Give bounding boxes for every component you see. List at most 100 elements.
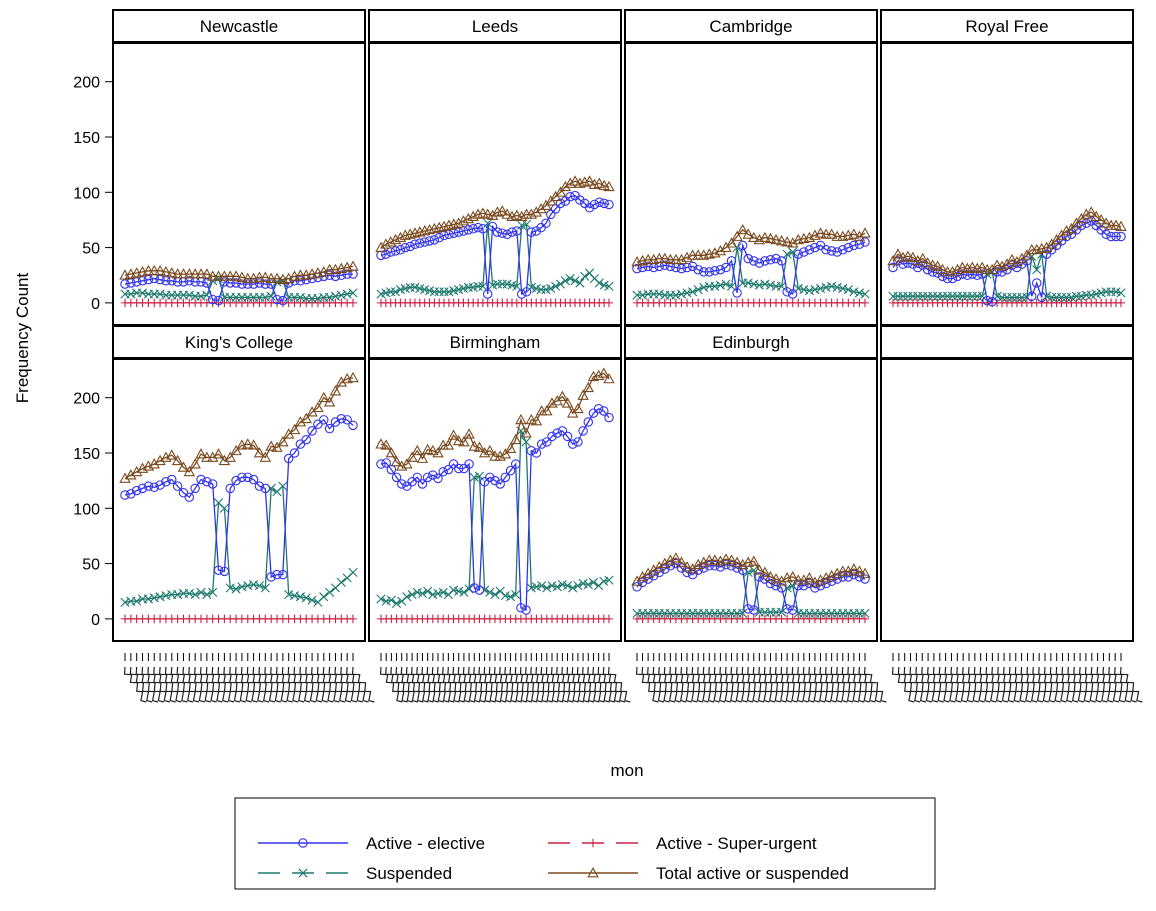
marker-x <box>505 592 516 602</box>
marker-circle <box>213 565 224 575</box>
marker-circle <box>1031 278 1042 288</box>
marker-triangle <box>177 268 190 279</box>
marker-x <box>637 290 648 300</box>
marker-triangle <box>554 186 567 197</box>
marker-triangle <box>653 560 665 572</box>
x-tick-labels <box>379 666 631 703</box>
marker-triangle <box>142 264 155 276</box>
marker-circle <box>190 483 200 494</box>
marker-circle <box>573 437 583 447</box>
x-tick-label <box>724 666 748 703</box>
marker-x <box>342 289 352 299</box>
marker-triangle <box>709 554 721 565</box>
marker-x <box>560 276 570 286</box>
x-tick-label <box>786 666 809 703</box>
x-axis-ticks <box>380 653 610 661</box>
marker-circle <box>1036 292 1047 303</box>
marker-triangle <box>593 177 606 188</box>
x-tick-label <box>752 666 776 703</box>
marker-circle <box>429 235 440 245</box>
marker-x <box>243 581 253 591</box>
marker-circle <box>584 203 595 213</box>
panel: Newcastle <box>112 9 366 326</box>
marker-circle <box>243 472 253 483</box>
marker-triangle <box>587 867 599 878</box>
marker-x <box>562 581 573 591</box>
marker-x <box>196 587 206 597</box>
marker-circle <box>390 246 401 256</box>
marker-circle <box>324 423 335 434</box>
marker-triangle <box>201 451 213 462</box>
marker-triangle <box>582 381 595 393</box>
y-tick-label: 0 <box>91 296 100 313</box>
series-super_urgent <box>632 614 870 624</box>
marker-x <box>511 589 521 600</box>
marker-x <box>676 289 687 299</box>
marker-triangle <box>892 248 904 259</box>
marker-triangle <box>236 271 248 282</box>
marker-triangle <box>253 447 266 458</box>
series-suspended <box>888 249 1126 302</box>
marker-triangle <box>259 271 272 282</box>
marker-x <box>765 280 776 290</box>
marker-x <box>604 281 614 291</box>
marker-triangle <box>598 367 610 378</box>
marker-x <box>480 585 490 595</box>
marker-circle <box>126 278 136 288</box>
marker-circle <box>604 412 614 423</box>
marker-circle <box>765 578 776 589</box>
series-super_urgent <box>120 298 358 308</box>
marker-triangle <box>416 452 429 463</box>
marker-circle <box>776 583 787 593</box>
x-tick-label <box>747 666 770 703</box>
panel <box>880 325 1134 642</box>
marker-x <box>391 598 402 608</box>
marker-x <box>348 567 358 578</box>
marker-circle <box>143 274 154 285</box>
marker-triangle <box>664 253 677 265</box>
marker-triangle <box>484 444 496 456</box>
marker-triangle <box>686 249 699 260</box>
marker-circle <box>410 239 420 250</box>
marker-circle <box>1027 291 1037 301</box>
marker-x <box>555 279 566 289</box>
marker-circle <box>381 458 391 468</box>
marker-triangle <box>166 449 178 460</box>
marker-x <box>738 608 748 618</box>
legend-item-super_urgent: Active - Super-urgent <box>548 834 817 853</box>
marker-circle <box>391 472 402 483</box>
marker-triangle <box>786 237 799 248</box>
marker-x <box>149 593 159 603</box>
marker-circle <box>1017 259 1027 269</box>
marker-circle <box>395 245 406 255</box>
marker-triangle <box>525 413 538 425</box>
marker-triangle <box>171 454 184 466</box>
marker-circle <box>565 191 575 202</box>
x-tick-label <box>669 666 692 703</box>
marker-triangle <box>318 391 330 403</box>
marker-x <box>237 582 247 592</box>
y-axis-label: Frequency Count <box>13 273 32 404</box>
marker-triangle <box>753 564 766 575</box>
marker-x <box>307 595 317 605</box>
marker-triangle <box>848 563 860 574</box>
marker-x <box>126 289 136 299</box>
y-tick-label: 100 <box>73 185 100 202</box>
marker-triangle <box>300 412 312 424</box>
marker-circle <box>495 479 505 489</box>
panel-title: Leeds <box>472 17 518 36</box>
x-tick-labels <box>891 666 1143 703</box>
marker-circle <box>771 253 781 264</box>
x-tick-label <box>830 666 854 703</box>
marker-circle <box>637 577 648 588</box>
marker-x <box>776 607 787 617</box>
marker-circle <box>289 448 300 458</box>
marker-triangle <box>265 272 277 283</box>
marker-x <box>512 281 522 291</box>
marker-triangle <box>427 444 439 456</box>
marker-x <box>573 581 583 591</box>
marker-triangle <box>541 405 553 416</box>
marker-triangle <box>390 455 403 467</box>
marker-x <box>710 281 720 291</box>
